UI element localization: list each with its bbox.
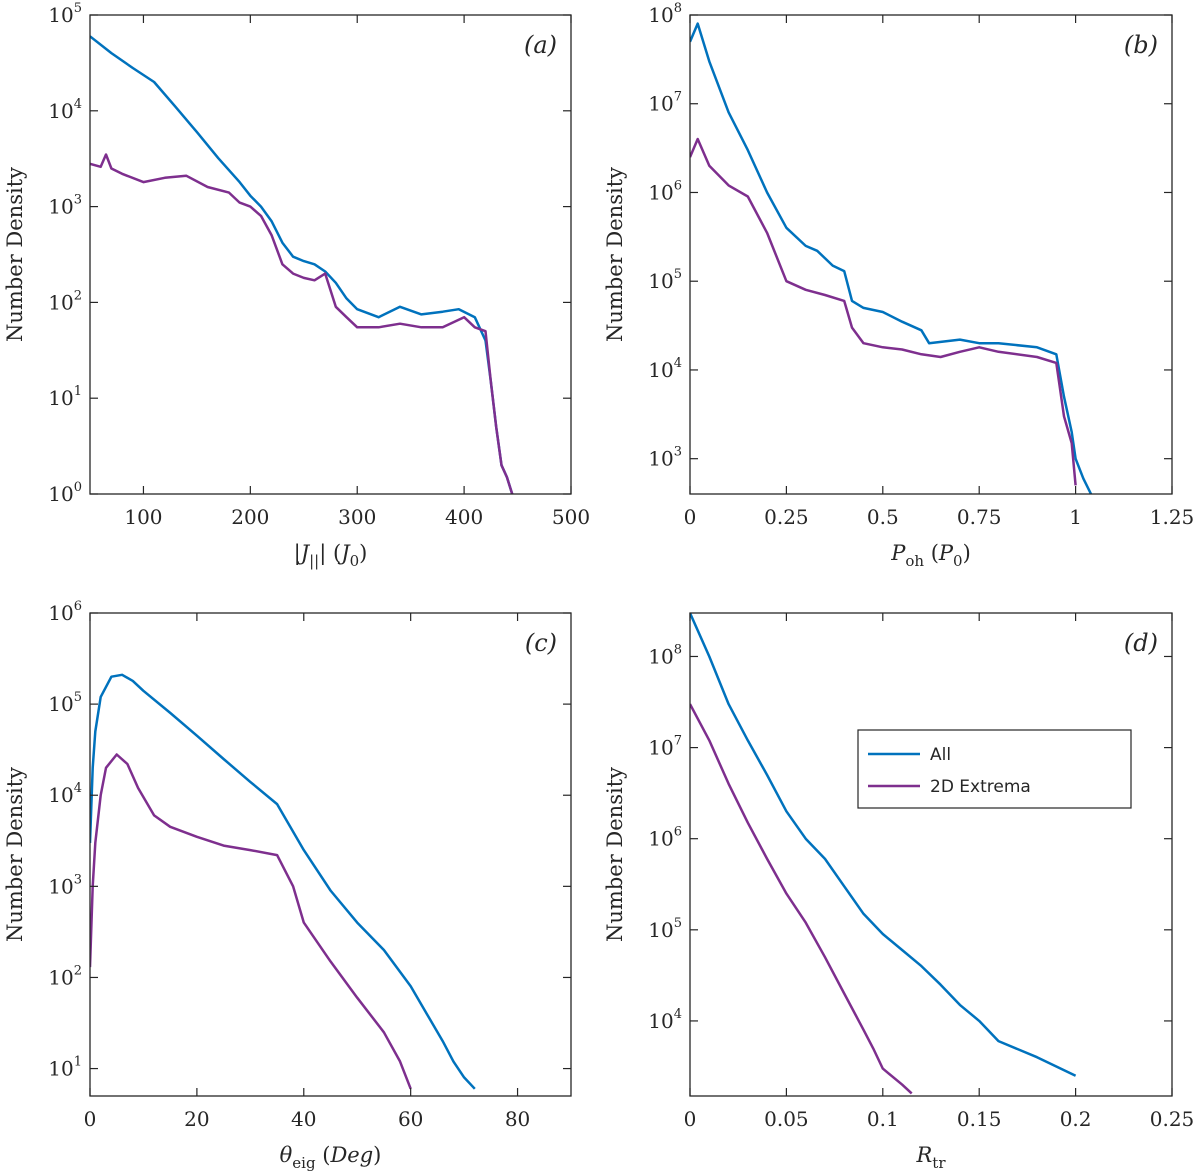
x-tick-label: 60 [398,1107,423,1131]
x-axis-label: Rtr [915,1143,946,1171]
x-tick-label: 0.1 [867,1107,899,1131]
panel-b: 0 0.25 0.5 0.75 1 1.25 103 104 105 106 107 108 Numbe… [603,1,1194,570]
x-tick-label: 0 [684,1107,697,1131]
y-axis-label: Number Density [3,167,27,342]
y-axis-label: Number Density [3,767,27,942]
y-axis-label: Number Density [603,167,627,342]
x-tick-label: 20 [184,1107,209,1131]
y-tick-label: 107 [648,90,682,116]
x-tick-label: 0 [684,505,697,529]
x-tick-label: 0.5 [867,505,899,529]
y-tick-label: 104 [648,356,682,382]
x-tick-label: 200 [231,505,269,529]
y-tick-label: 101 [48,1055,82,1081]
panel-tag: (b) [1124,31,1158,59]
x-tick-label: 0 [84,1107,97,1131]
y-tick-label: 102 [48,288,82,314]
x-tick-label: 500 [552,505,590,529]
y-tick-label: 105 [648,267,682,293]
panel-a: 100 200 300 400 500 100 101 102 103 104 105 Number … [3,1,590,570]
series-line-extrema [90,753,412,1090]
y-tick-label: 104 [648,1007,682,1033]
x-tick-label: 0.2 [1060,1107,1092,1131]
y-tick-label: 108 [648,1,682,27]
x-axis-label: Poh (P0) [890,541,971,570]
y-tick-label: 104 [48,97,82,123]
series-line-extrema [90,153,514,494]
x-axis-label: |J||| (J0) [294,541,368,570]
y-tick-label: 107 [648,734,682,760]
y-tick-label: 103 [48,193,82,219]
y-tick-label: 105 [48,1,82,27]
y-tick-label: 106 [48,599,82,625]
y-tick-label: 101 [48,384,82,410]
legend-label-all: All [930,745,951,765]
x-tick-label: 100 [124,505,162,529]
series-line-all [690,22,1093,494]
x-tick-label: 40 [291,1107,316,1131]
y-tick-label: 104 [48,781,82,807]
x-tick-label: 1.25 [1150,505,1195,529]
x-tick-label: 80 [505,1107,530,1131]
y-tick-label: 106 [648,178,682,204]
panel-tag: (c) [525,629,557,657]
y-tick-label: 108 [648,642,682,668]
x-axis-label: θeig (Deg) [280,1143,382,1171]
y-tick-label: 102 [48,963,82,989]
x-tick-label: 0.75 [957,505,1002,529]
panel-c: 0 20 40 60 80 101 102 103 104 105 106 Number Densit… [3,599,572,1171]
axes-frame [689,14,1173,495]
series-line-extrema [690,703,913,1095]
series-line-all [690,613,1077,1077]
legend: All 2D Extrema [857,729,1132,809]
y-axis-label: Number Density [603,767,627,942]
series-line-all [90,673,476,1090]
x-tick-label: 300 [338,505,376,529]
y-tick-label: 106 [648,825,682,851]
x-tick-label: 0.05 [764,1107,809,1131]
axes-frame [89,612,572,1097]
y-tick-label: 103 [48,872,82,898]
axes-frame [89,14,572,495]
panel-tag: (d) [1124,629,1158,657]
x-tick-label: 400 [445,505,483,529]
series-line-all [90,35,514,494]
y-tick-label: 105 [48,690,82,716]
panel-tag: (a) [524,31,557,59]
x-tick-label: 0.25 [764,505,809,529]
legend-label-extrema: 2D Extrema [930,777,1031,797]
x-tick-label: 0.25 [1150,1107,1195,1131]
x-tick-label: 0.15 [957,1107,1002,1131]
axes-frame [689,612,1173,1097]
legend-box [857,729,1132,809]
series-line-extrema [690,137,1077,486]
y-tick-label: 103 [648,445,682,471]
panel-d: 0 0.05 0.1 0.15 0.2 0.25 104 105 106 107 108 Number… [603,612,1195,1171]
y-tick-label: 105 [648,916,682,942]
x-tick-label: 1 [1069,505,1082,529]
y-tick-label: 100 [48,480,82,506]
